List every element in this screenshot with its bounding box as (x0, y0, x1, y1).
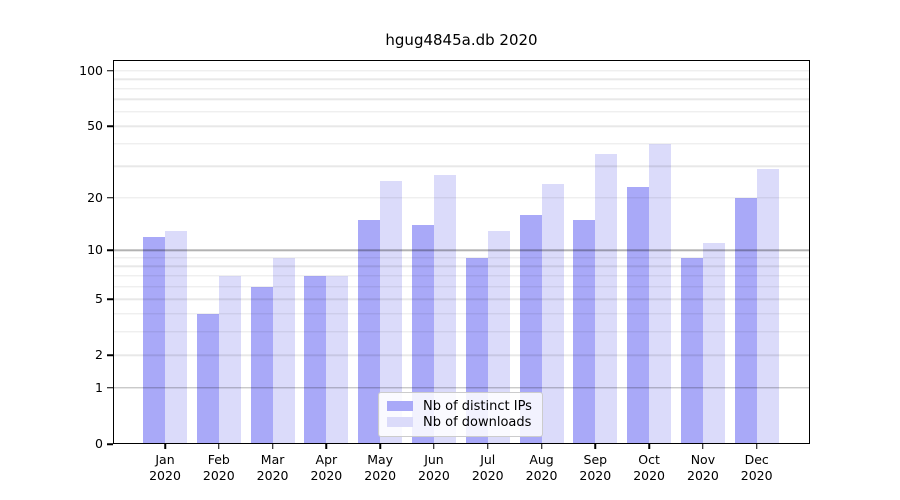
x-tick-label-jan-2020: Jan 2020 (149, 452, 181, 483)
bar-ips-oct-2020 (627, 187, 650, 444)
x-tick-label-jun-2020: Jun 2020 (418, 452, 450, 483)
y-tick-label-2: 2 (95, 346, 103, 362)
gridline-minor-2 (113, 354, 810, 356)
x-tick-label-apr-2020: Apr 2020 (310, 452, 343, 483)
x-tick-label-sep-2020: Sep 2020 (579, 452, 612, 483)
gridline-minor-90 (113, 78, 810, 81)
bar-ips-dec-2020 (734, 197, 757, 444)
y-tick-label-5: 5 (95, 290, 103, 306)
gridline-minor-50 (113, 125, 810, 127)
y-tick-label-0: 0 (95, 435, 103, 451)
bar-downloads-mar-2020 (272, 257, 295, 444)
y-tick-5 (107, 298, 113, 300)
x-tick-label-may-2020: May 2020 (364, 452, 397, 483)
x-tick-6 (486, 444, 489, 449)
legend-swatch-downloads (387, 417, 413, 427)
y-tick-10 (107, 249, 113, 251)
gridline-minor-70 (113, 98, 810, 101)
bar-ips-feb-2020 (196, 313, 219, 444)
gridline-major-10 (113, 249, 810, 251)
y-tick-100 (107, 70, 113, 72)
x-tick-9 (648, 444, 650, 449)
x-tick-label-mar-2020: Mar 2020 (256, 452, 289, 483)
bar-downloads-oct-2020 (649, 143, 672, 444)
gridline-minor-100 (113, 70, 810, 72)
bar-downloads-aug-2020 (541, 183, 564, 444)
x-tick-label-aug-2020: Aug 2020 (525, 452, 558, 483)
legend-item-distinct-ips: Nb of distinct IPs (387, 398, 534, 414)
x-tick-label-dec-2020: Dec 2020 (740, 452, 773, 483)
gridline-minor-4 (113, 313, 810, 315)
bar-ips-sep-2020 (573, 219, 596, 444)
bar-ips-nov-2020 (680, 257, 703, 444)
legend-label-distinct-ips: Nb of distinct IPs (423, 398, 532, 414)
y-tick-50 (107, 125, 113, 127)
x-tick-label-jul-2020: Jul 2020 (471, 452, 504, 483)
x-tick-3 (325, 444, 328, 449)
gridline-minor-3 (113, 331, 810, 333)
x-tick-10 (702, 444, 704, 449)
x-tick-5 (433, 444, 435, 449)
bar-ips-jun-2020 (411, 225, 434, 444)
bar-downloads-sep-2020 (595, 154, 618, 444)
x-tick-1 (218, 444, 220, 449)
gridline-minor-60 (113, 111, 810, 113)
gridline-minor-7 (113, 275, 810, 277)
gridline-minor-20 (113, 197, 810, 199)
y-tick-label-1: 1 (95, 379, 103, 395)
x-tick-7 (540, 444, 543, 449)
gridline-minor-5 (113, 298, 810, 300)
x-tick-label-feb-2020: Feb 2020 (202, 452, 235, 483)
gridline-minor-6 (113, 286, 810, 288)
legend-swatch-ips (387, 401, 413, 411)
y-tick-20 (107, 197, 113, 199)
bar-ips-apr-2020 (304, 275, 327, 444)
bar-ips-jan-2020 (143, 236, 165, 444)
y-tick-0 (107, 443, 113, 445)
bar-downloads-dec-2020 (756, 169, 779, 444)
x-tick-label-nov-2020: Nov 2020 (687, 452, 719, 483)
bar-ips-aug-2020 (519, 215, 542, 444)
x-tick-8 (594, 444, 597, 449)
gridline-minor-8 (113, 265, 810, 268)
y-tick-2 (107, 354, 113, 356)
gridline-minor-30 (113, 165, 810, 168)
gridline-minor-40 (113, 143, 810, 145)
gridline-major-1 (113, 387, 810, 389)
legend-item-downloads: Nb of downloads (387, 414, 534, 430)
bar-downloads-feb-2020 (218, 275, 241, 444)
x-tick-4 (379, 444, 381, 449)
y-tick-label-10: 10 (87, 241, 103, 257)
bar-ips-mar-2020 (250, 286, 273, 444)
y-tick-label-100: 100 (79, 62, 103, 78)
x-tick-2 (271, 444, 274, 449)
y-tick-label-50: 50 (87, 117, 103, 133)
chart-title: hgug4845a.db 2020 (385, 31, 538, 49)
x-tick-label-oct-2020: Oct 2020 (633, 452, 666, 483)
bar-downloads-nov-2020 (702, 243, 725, 444)
bar-downloads-jan-2020 (165, 230, 187, 444)
y-tick-label-20: 20 (87, 189, 103, 205)
x-tick-0 (164, 444, 166, 449)
bar-downloads-jun-2020 (433, 174, 456, 444)
x-tick-11 (755, 444, 758, 449)
bar-downloads-apr-2020 (326, 275, 349, 444)
bar-downloads-may-2020 (380, 180, 403, 444)
gridline-minor-80 (113, 88, 810, 90)
y-tick-1 (107, 387, 113, 389)
bar-downloads-jul-2020 (487, 230, 510, 444)
gridline-minor-9 (113, 257, 810, 259)
bar-ips-may-2020 (358, 219, 381, 444)
legend-label-downloads: Nb of downloads (423, 414, 532, 430)
legend: Nb of distinct IPs Nb of downloads (378, 392, 543, 437)
